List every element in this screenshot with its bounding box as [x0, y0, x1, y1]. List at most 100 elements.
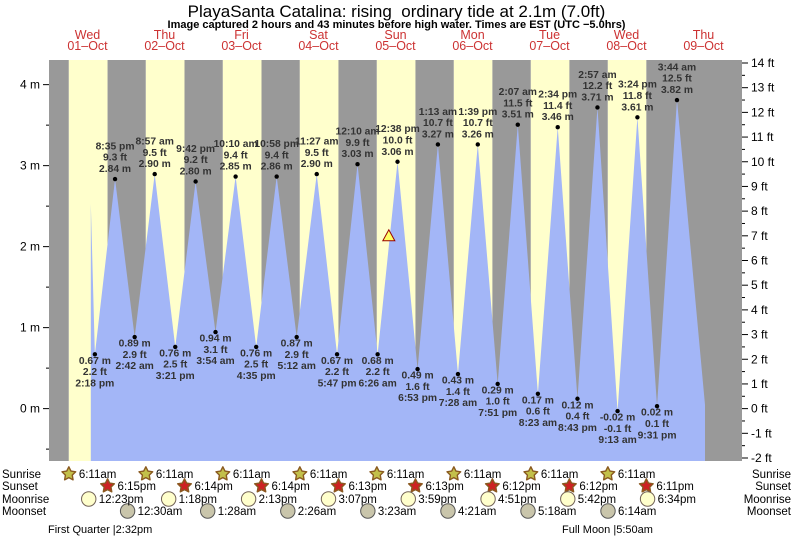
- svg-text:3:07pm: 3:07pm: [339, 494, 377, 506]
- svg-text:5:12 am: 5:12 am: [278, 361, 316, 372]
- svg-text:3:54 am: 3:54 am: [196, 356, 234, 367]
- svg-text:-1 ft: -1 ft: [751, 426, 772, 440]
- svg-text:0.76 m: 0.76 m: [159, 348, 191, 359]
- svg-text:12:38 pm: 12:38 pm: [375, 124, 420, 135]
- svg-text:9.3 ft: 9.3 ft: [103, 153, 128, 164]
- svg-text:0.76 m: 0.76 m: [240, 348, 272, 359]
- svg-text:2:26am: 2:26am: [298, 506, 336, 518]
- svg-text:9 ft: 9 ft: [751, 179, 768, 193]
- svg-text:10:10 am: 10:10 am: [214, 139, 258, 150]
- svg-text:10.7 ft: 10.7 ft: [463, 118, 493, 129]
- svg-text:3:23am: 3:23am: [378, 506, 416, 518]
- svg-text:6:11pm: 6:11pm: [656, 481, 694, 493]
- svg-text:2.5 ft: 2.5 ft: [244, 360, 269, 371]
- svg-text:10.7 ft: 10.7 ft: [423, 118, 453, 129]
- svg-text:-2 ft: -2 ft: [751, 451, 772, 465]
- svg-text:2 m: 2 m: [20, 240, 40, 254]
- svg-text:1.4 ft: 1.4 ft: [446, 387, 471, 398]
- svg-text:12.5 ft: 12.5 ft: [662, 74, 692, 85]
- svg-text:9.4 ft: 9.4 ft: [265, 150, 290, 161]
- svg-text:04–Oct: 04–Oct: [298, 39, 339, 53]
- svg-text:0.68 m: 0.68 m: [362, 356, 394, 367]
- svg-text:0.87 m: 0.87 m: [281, 339, 313, 350]
- svg-text:9:42 pm: 9:42 pm: [176, 144, 215, 155]
- svg-text:2:13pm: 2:13pm: [259, 494, 297, 506]
- svg-text:8 ft: 8 ft: [751, 204, 768, 218]
- svg-text:0.17 m: 0.17 m: [522, 395, 554, 406]
- svg-text:4:35 pm: 4:35 pm: [237, 371, 276, 382]
- svg-text:Sunset: Sunset: [2, 481, 39, 493]
- svg-text:9.5 ft: 9.5 ft: [305, 148, 330, 159]
- svg-text:2.2 ft: 2.2 ft: [366, 367, 391, 378]
- svg-text:12 ft: 12 ft: [751, 105, 775, 119]
- svg-text:14 ft: 14 ft: [751, 56, 775, 70]
- svg-text:09–Oct: 09–Oct: [683, 39, 724, 53]
- svg-text:6:13pm: 6:13pm: [425, 481, 463, 493]
- svg-text:12:23pm: 12:23pm: [99, 494, 144, 506]
- svg-text:6:11am: 6:11am: [541, 469, 579, 481]
- svg-text:1.6 ft: 1.6 ft: [406, 382, 431, 393]
- svg-text:5:42pm: 5:42pm: [578, 494, 616, 506]
- svg-text:Moonrise: Moonrise: [2, 494, 49, 506]
- svg-text:6:11am: 6:11am: [310, 469, 348, 481]
- svg-text:3:44 am: 3:44 am: [658, 62, 696, 73]
- svg-text:3.06 m: 3.06 m: [381, 147, 413, 158]
- svg-text:02–Oct: 02–Oct: [144, 39, 185, 53]
- svg-text:2.2 ft: 2.2 ft: [325, 367, 350, 378]
- svg-text:-0.02 m: -0.02 m: [600, 413, 636, 424]
- svg-text:10 ft: 10 ft: [751, 155, 775, 169]
- svg-text:2.9 ft: 2.9 ft: [123, 350, 148, 361]
- svg-text:6:14am: 6:14am: [618, 506, 656, 518]
- svg-text:8:23 am: 8:23 am: [519, 418, 557, 429]
- svg-text:3.46 m: 3.46 m: [542, 112, 574, 123]
- svg-text:0 m: 0 m: [20, 402, 40, 416]
- svg-text:8:57 am: 8:57 am: [136, 136, 174, 147]
- svg-text:1 m: 1 m: [20, 321, 40, 335]
- svg-text:2.9 ft: 2.9 ft: [285, 350, 310, 361]
- svg-text:12:30am: 12:30am: [138, 506, 183, 518]
- svg-text:0.67 m: 0.67 m: [321, 356, 353, 367]
- svg-text:6:12pm: 6:12pm: [579, 481, 617, 493]
- svg-text:6:11am: 6:11am: [79, 469, 117, 481]
- svg-text:6:26 am: 6:26 am: [358, 378, 396, 389]
- svg-text:Moonset: Moonset: [2, 506, 47, 518]
- svg-text:2:34 pm: 2:34 pm: [538, 90, 577, 101]
- svg-text:12:10 am: 12:10 am: [335, 127, 379, 138]
- svg-text:0.12 m: 0.12 m: [561, 400, 593, 411]
- svg-text:4 ft: 4 ft: [751, 303, 768, 317]
- svg-text:0.89 m: 0.89 m: [119, 339, 151, 350]
- svg-text:6:34pm: 6:34pm: [658, 494, 696, 506]
- svg-text:0.4 ft: 0.4 ft: [565, 412, 590, 423]
- svg-text:7 ft: 7 ft: [751, 229, 768, 243]
- svg-text:6:11am: 6:11am: [233, 469, 271, 481]
- svg-text:11 ft: 11 ft: [751, 130, 774, 144]
- svg-text:6:14pm: 6:14pm: [195, 481, 233, 493]
- svg-text:0.67 m: 0.67 m: [79, 356, 111, 367]
- svg-text:08–Oct: 08–Oct: [606, 39, 647, 53]
- svg-text:Sunrise: Sunrise: [2, 469, 41, 481]
- svg-text:10:58 pm: 10:58 pm: [254, 139, 299, 150]
- svg-text:8:35 pm: 8:35 pm: [96, 141, 135, 152]
- svg-text:Moonrise: Moonrise: [744, 494, 791, 506]
- svg-text:3.1 ft: 3.1 ft: [203, 345, 228, 356]
- svg-text:5:18am: 5:18am: [538, 506, 576, 518]
- svg-text:1:18pm: 1:18pm: [179, 494, 217, 506]
- svg-text:0.02 m: 0.02 m: [641, 408, 673, 419]
- svg-text:2.90 m: 2.90 m: [301, 159, 333, 170]
- svg-text:9.4 ft: 9.4 ft: [224, 150, 249, 161]
- svg-text:06–Oct: 06–Oct: [452, 39, 493, 53]
- svg-text:6:15pm: 6:15pm: [118, 481, 156, 493]
- svg-text:0.49 m: 0.49 m: [402, 371, 434, 382]
- svg-text:1:13 am: 1:13 am: [419, 107, 457, 118]
- svg-text:1:39 pm: 1:39 pm: [458, 107, 497, 118]
- svg-text:9.2 ft: 9.2 ft: [184, 155, 209, 166]
- svg-text:Moonset: Moonset: [747, 506, 792, 518]
- svg-text:01–Oct: 01–Oct: [67, 39, 108, 53]
- svg-text:0.29 m: 0.29 m: [482, 385, 514, 396]
- svg-text:6:11am: 6:11am: [618, 469, 656, 481]
- svg-text:3:21 pm: 3:21 pm: [156, 371, 195, 382]
- svg-text:2:18 pm: 2:18 pm: [75, 378, 114, 389]
- svg-text:5 ft: 5 ft: [751, 278, 768, 292]
- svg-text:3.51 m: 3.51 m: [502, 110, 534, 121]
- svg-text:4:51pm: 4:51pm: [498, 494, 536, 506]
